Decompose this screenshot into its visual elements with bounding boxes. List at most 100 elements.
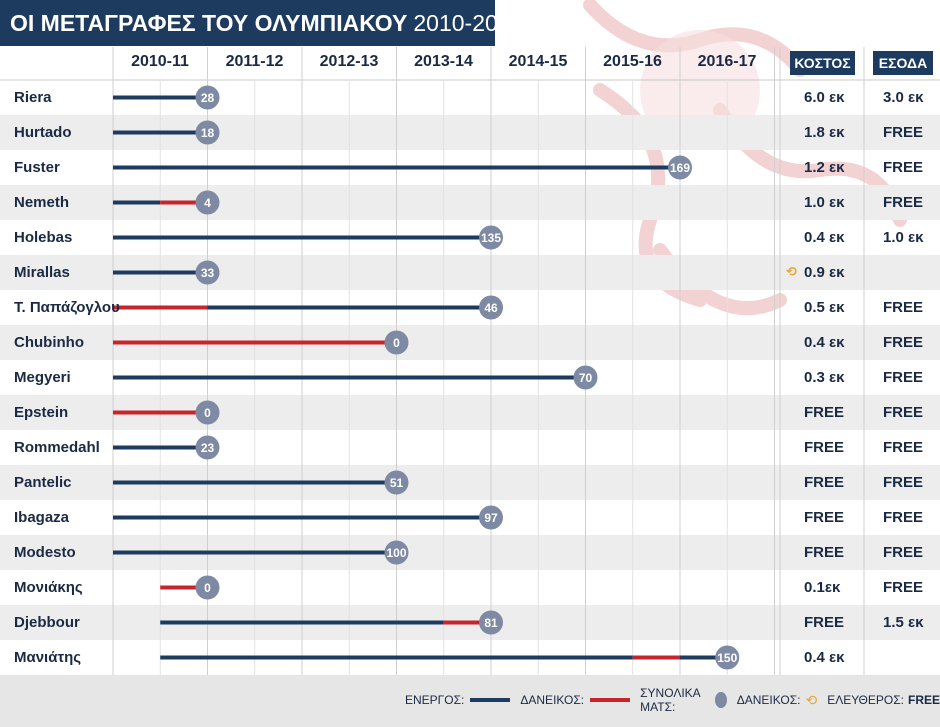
legend-free: ΕΛΕΥΘΕΡΟΣ: FREE [827,693,940,707]
matches-value: 0 [204,406,211,420]
player-name: Ibagaza [14,508,70,526]
matches-dot [384,540,409,565]
player-name: Μονιάκης [14,578,83,596]
player-income: FREE [883,473,924,491]
player-income: FREE [883,543,924,561]
player-name: Rommedahl [14,438,100,456]
season-label: 2013-14 [414,53,473,70]
player-name: Riera [14,88,52,106]
legend-loaned-label: ΔΑΝΕΙΚΟΣ: [520,693,585,707]
matches-dot [668,155,692,180]
matches-value: 23 [201,441,215,455]
player-income: FREE [883,158,924,176]
player-name: Megyeri [14,368,71,386]
legend-matches-label: ΣΥΝΟΛΙΚΑ ΜΑΤΣ: [640,686,701,714]
player-income: 1.5 εκ [883,613,924,631]
player-cost: 0.1εκ [804,578,841,596]
legend: ΕΝΕΡΓΟΣ: ΔΑΝΕΙΚΟΣ: ΣΥΝΟΛΙΚΑ ΜΑΤΣ: ΔΑΝΕΙΚ… [395,686,940,714]
matches-value: 81 [484,616,498,630]
matches-value: 100 [386,546,406,560]
season-label: 2015-16 [603,53,662,70]
player-income: FREE [883,193,924,211]
matches-value: 169 [670,161,690,175]
matches-dot [573,365,598,390]
player-name: Fuster [14,158,60,176]
matches-value: 4 [204,196,211,210]
matches-dot [715,645,740,670]
matches-value: 97 [484,511,498,525]
matches-dot [195,435,220,460]
player-cost: FREE [804,543,845,561]
legend-free-value: FREE [907,693,940,707]
player-income: FREE [883,368,924,386]
legend-band [0,675,940,727]
player-cost: 1.0 εκ [804,193,845,211]
player-cost: 1.2 εκ [804,158,845,176]
matches-value: 0 [204,581,211,595]
player-name: Τ. Παπάζογλου [14,298,120,316]
loan-arrows-icon: ⟲ [805,691,818,708]
season-label: 2016-17 [697,53,757,70]
player-cost: 0.4 εκ [804,228,845,246]
player-income: FREE [883,123,924,141]
player-cost: FREE [804,473,845,491]
loan-arrows-icon: ⟲ [786,263,797,279]
player-name: Modesto [14,543,76,561]
matches-dot [195,85,220,110]
legend-loaned: ΔΑΝΕΙΚΟΣ: [520,693,631,707]
player-cost: 6.0 εκ [804,88,845,106]
player-name: Pantelic [14,473,72,491]
player-name: Epstein [14,403,69,421]
matches-value: 135 [481,231,501,245]
season-label: 2012-13 [319,53,379,70]
player-cost: FREE [804,613,845,631]
player-cost: 0.3 εκ [804,368,845,386]
legend-matches: ΣΥΝΟΛΙΚΑ ΜΑΤΣ: [640,686,727,714]
legend-active-label: ΕΝΕΡΓΟΣ: [405,693,465,707]
matches-dot [195,190,220,215]
player-name: Chubinho [14,333,84,351]
matches-dot [195,575,220,600]
matches-value: 150 [717,651,737,665]
matches-dot [479,225,503,250]
matches-value: 70 [579,371,593,385]
player-income: FREE [883,403,924,421]
matches-dot [195,260,220,285]
legend-loan-icon-label: ΔΑΝΕΙΚΟΣ: [736,693,801,707]
matches-dot [479,295,503,320]
player-name: Μανιάτης [14,648,82,666]
player-income: FREE [883,438,924,456]
player-name: Nemeth [14,193,70,211]
player-cost: 0.4 εκ [804,648,845,666]
legend-active: ΕΝΕΡΓΟΣ: [405,693,511,707]
matches-dot [195,120,220,145]
player-income: 1.0 εκ [883,228,924,246]
player-name: Hurtado [14,123,72,141]
player-income: FREE [883,333,924,351]
matches-value: 51 [390,476,404,490]
title-year: 2010-2011 [413,9,522,36]
matches-value: 46 [484,301,498,315]
matches-value: 0 [393,336,400,350]
legend-loan-icon: ΔΑΝΕΙΚΟΣ: ⟲ [737,692,817,709]
matches-dot [384,330,409,355]
player-name: Mirallas [14,263,70,281]
matches-dot [384,470,409,495]
player-income: FREE [883,578,924,596]
matches-value: 33 [201,266,215,280]
legend-free-label: ΕΛΕΥΘΕΡΟΣ: [827,693,904,707]
player-cost: FREE [804,508,845,526]
season-label: 2010-11 [131,53,189,70]
legend-active-line [470,698,511,702]
player-cost: 1.8 εκ [804,123,845,141]
player-cost: 0.9 εκ [804,263,845,281]
matches-dot [479,610,503,635]
player-income: FREE [883,298,924,316]
legend-matches-dot [715,692,727,708]
matches-value: 28 [201,91,215,105]
player-income: 3.0 εκ [883,88,924,106]
chart-title: ΟΙ ΜΕΤΑΓΡΑΦΕΣ ΤΟΥ ΟΛΥΜΠΙΑΚΟΥ 2010-2011 [0,0,522,46]
player-name: Holebas [14,228,73,246]
player-cost: FREE [804,438,845,456]
